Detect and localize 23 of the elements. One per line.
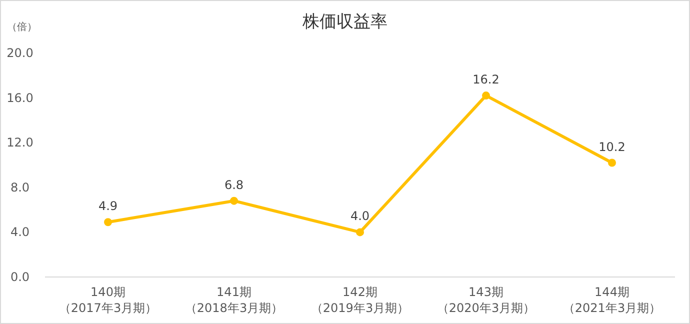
point xyxy=(356,228,364,236)
x-tick-label: 143期（2020年3月期） xyxy=(436,285,536,315)
y-tick-label: 16.0 xyxy=(6,90,34,105)
data-label: 16.2 xyxy=(472,72,500,87)
data-label: 6.8 xyxy=(224,178,244,192)
y-tick-label: 4.0 xyxy=(10,225,30,240)
data-label: 4.9 xyxy=(98,199,118,214)
x-tick-label: 142期（2019年3月期） xyxy=(310,285,410,315)
y-tick-label: 20.0 xyxy=(6,46,34,60)
point xyxy=(104,218,112,226)
point xyxy=(482,92,490,100)
y-tick-label: 12.0 xyxy=(6,136,34,150)
x-tick-label: 140期（2017年3月期） xyxy=(58,285,158,315)
x-tick-label: 141期（2018年3月期） xyxy=(184,285,284,315)
y-axis-title: （倍） xyxy=(7,21,37,33)
point xyxy=(230,196,238,205)
y-tick-label: 8.0 xyxy=(10,180,30,194)
y-tick-label: 0.0 xyxy=(10,270,30,284)
x-tick-label: 144期（2021年3月期） xyxy=(562,285,662,315)
data-label: 4.0 xyxy=(350,209,370,224)
point xyxy=(608,158,616,167)
chart-title: 株価収益率 xyxy=(302,12,388,32)
data-label: 10.2 xyxy=(598,140,626,154)
